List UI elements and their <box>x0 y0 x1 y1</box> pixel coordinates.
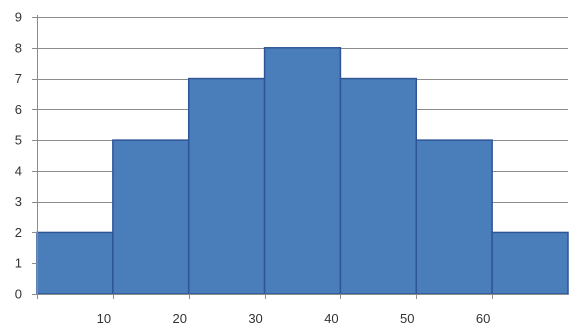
x-tick-label: 10 <box>97 311 111 326</box>
y-tick-label: 8 <box>15 40 22 55</box>
bars <box>36 47 569 295</box>
tick-labels: 0 1 2 3 4 5 6 7 8 9 10 20 30 40 50 60 <box>15 10 491 327</box>
axes <box>32 15 568 299</box>
bar-10-20 <box>112 139 190 295</box>
bar-50-60 <box>415 139 493 295</box>
y-tick-label: 2 <box>15 225 22 240</box>
bar-40-50 <box>339 77 418 295</box>
x-tick-label: 50 <box>400 311 414 326</box>
x-tick-label: 20 <box>172 311 186 326</box>
bar-0-10 <box>36 231 114 295</box>
bar-60-70 <box>491 231 569 295</box>
y-tick-label: 4 <box>15 163 22 178</box>
y-tick-label: 5 <box>15 133 22 148</box>
y-tick-label: 0 <box>15 287 22 302</box>
y-tick-label: 9 <box>15 10 22 25</box>
x-tick-label: 60 <box>476 311 490 326</box>
y-tick-label: 6 <box>15 102 22 117</box>
x-tick-label: 40 <box>324 311 338 326</box>
bar-30-40 <box>263 47 342 295</box>
y-tick-label: 7 <box>15 71 22 86</box>
y-tick-label: 1 <box>15 256 22 271</box>
bar-20-30 <box>187 77 266 295</box>
y-tick-label: 3 <box>15 194 22 209</box>
x-tick-label: 30 <box>248 311 262 326</box>
